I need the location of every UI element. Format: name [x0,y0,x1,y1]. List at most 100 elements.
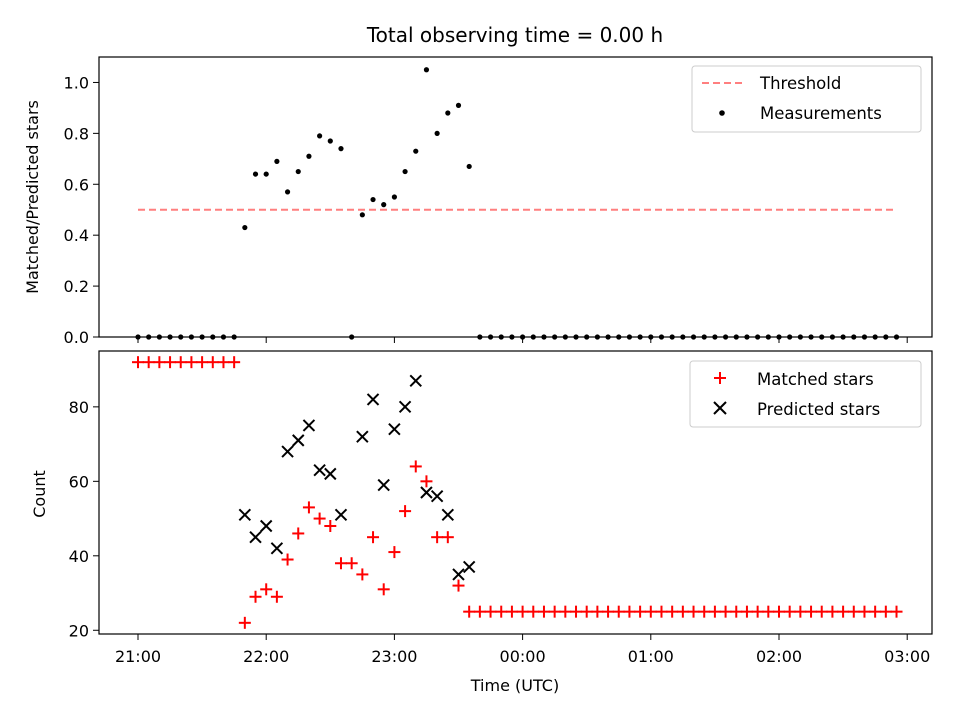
top-legend: Threshold Measurements [691,65,922,133]
matched-star-point [815,605,828,618]
top-y-tick-label: 0.6 [64,175,89,194]
bottom-x-tick-label: 03:00 [884,647,930,666]
predicted-star-point [398,400,412,414]
top-y-axis: 0.0 0.2 0.4 0.6 0.8 1.0 [64,73,99,347]
matched-star-point [634,605,647,618]
chart-title: Total observing time = 0.00 h [366,23,663,47]
predicted-legend-swatch [713,401,727,415]
top-y-tick-label: 0.2 [64,277,89,296]
predicted-star-point [420,486,433,499]
matched-star-point [452,579,465,592]
matched-star-point [847,605,860,618]
predicted-star-point [238,508,252,522]
matched-star-point [281,553,294,566]
matched-star-point [196,356,209,369]
matched-star-point [217,356,230,369]
measurement-point [252,171,259,177]
predicted-star-point [281,445,294,458]
matched-star-point [666,605,679,618]
top-y-tick-label: 0.8 [64,124,89,143]
predicted-star-point [292,434,305,447]
matched-star-point [292,527,305,540]
matched-star-point [399,505,412,518]
matched-star-point [356,568,369,581]
measurement-point [295,168,301,175]
matched-star-point [334,557,347,570]
predicted-star-point [377,478,390,492]
bottom-x-tick-label: 23:00 [371,647,417,666]
matched-star-point [879,605,892,618]
matched-star-point [548,605,561,618]
matched-star-point [153,356,166,369]
x-axis-label: Time (UTC) [470,676,559,695]
matched-star-point [623,605,636,618]
matched-star-point [420,475,433,488]
measurement-point [434,130,440,136]
predicted-star-point [441,508,455,522]
measurement-point [466,163,472,170]
bottom-x-tick-label: 22:00 [243,647,289,666]
matched-star-point [783,605,796,618]
measurement-point [263,171,269,177]
top-y-tick-label: 0.4 [64,226,89,245]
matched-star-point [730,605,743,618]
matched-star-point [431,531,444,544]
matched-star-point [484,605,497,618]
measurement-point [423,67,430,73]
bottom-y-tick-label: 80 [69,398,89,417]
matched-star-point [698,605,711,618]
matched-star-point [228,356,241,369]
matched-star-point [537,605,550,618]
bottom-plot-area [132,356,903,629]
bottom-y-axis-label: Count [30,470,49,518]
bottom-y-tick-label: 20 [69,621,89,640]
matched-star-point [505,605,518,618]
measurement-point [284,189,291,195]
matched-star-point [591,605,604,618]
predicted-star-point [313,463,326,477]
matched-star-point [655,605,668,618]
matched-star-point [206,356,219,369]
matched-star-point [837,605,850,618]
top-y-axis-label: Matched/Predicted stars [23,100,42,294]
bottom-x-tick-label: 01:00 [628,647,674,666]
matched-star-point [142,356,155,369]
measurements-legend-swatch [719,110,725,116]
predicted-star-point [270,542,284,555]
measurement-point [338,146,344,152]
matched-star-point [164,356,177,369]
measurement-point [274,158,280,164]
matched-star-point [751,605,764,618]
matched-star-point [409,460,422,473]
predicted-star-point [430,490,444,503]
matched-star-point [185,356,198,369]
predicted-star-point [334,508,348,522]
measurement-point [413,148,419,154]
predicted-star-point [302,419,316,432]
matched-star-point [794,605,807,618]
matched-star-point [473,605,486,618]
threshold-legend-label: Threshold [759,74,841,93]
measurement-point [359,212,365,218]
bottom-y-axis: 20 40 60 80 [69,398,99,640]
matched-star-point [238,616,251,629]
matched-star-point [174,356,187,369]
bottom-axes-frame [98,350,933,635]
matched-star-point [805,605,818,618]
measurement-point [391,194,397,200]
matched-star-point [773,605,785,618]
top-axes-frame [98,56,933,338]
matched-star-point [570,605,583,618]
matched-star-point [463,605,476,618]
bottom-y-tick-label: 40 [69,547,89,566]
matched-star-point [313,512,326,525]
matched-star-point [890,605,903,618]
measurements-legend-label: Measurements [760,104,882,123]
predicted-star-point [324,467,337,481]
top-plot-area [135,67,908,343]
bottom-y-tick-label: 60 [69,472,89,491]
matched-star-point [719,605,732,618]
matched-star-point [527,605,540,618]
bottom-legend: Matched stars Predicted stars [689,360,922,428]
matched-star-point [869,605,882,618]
